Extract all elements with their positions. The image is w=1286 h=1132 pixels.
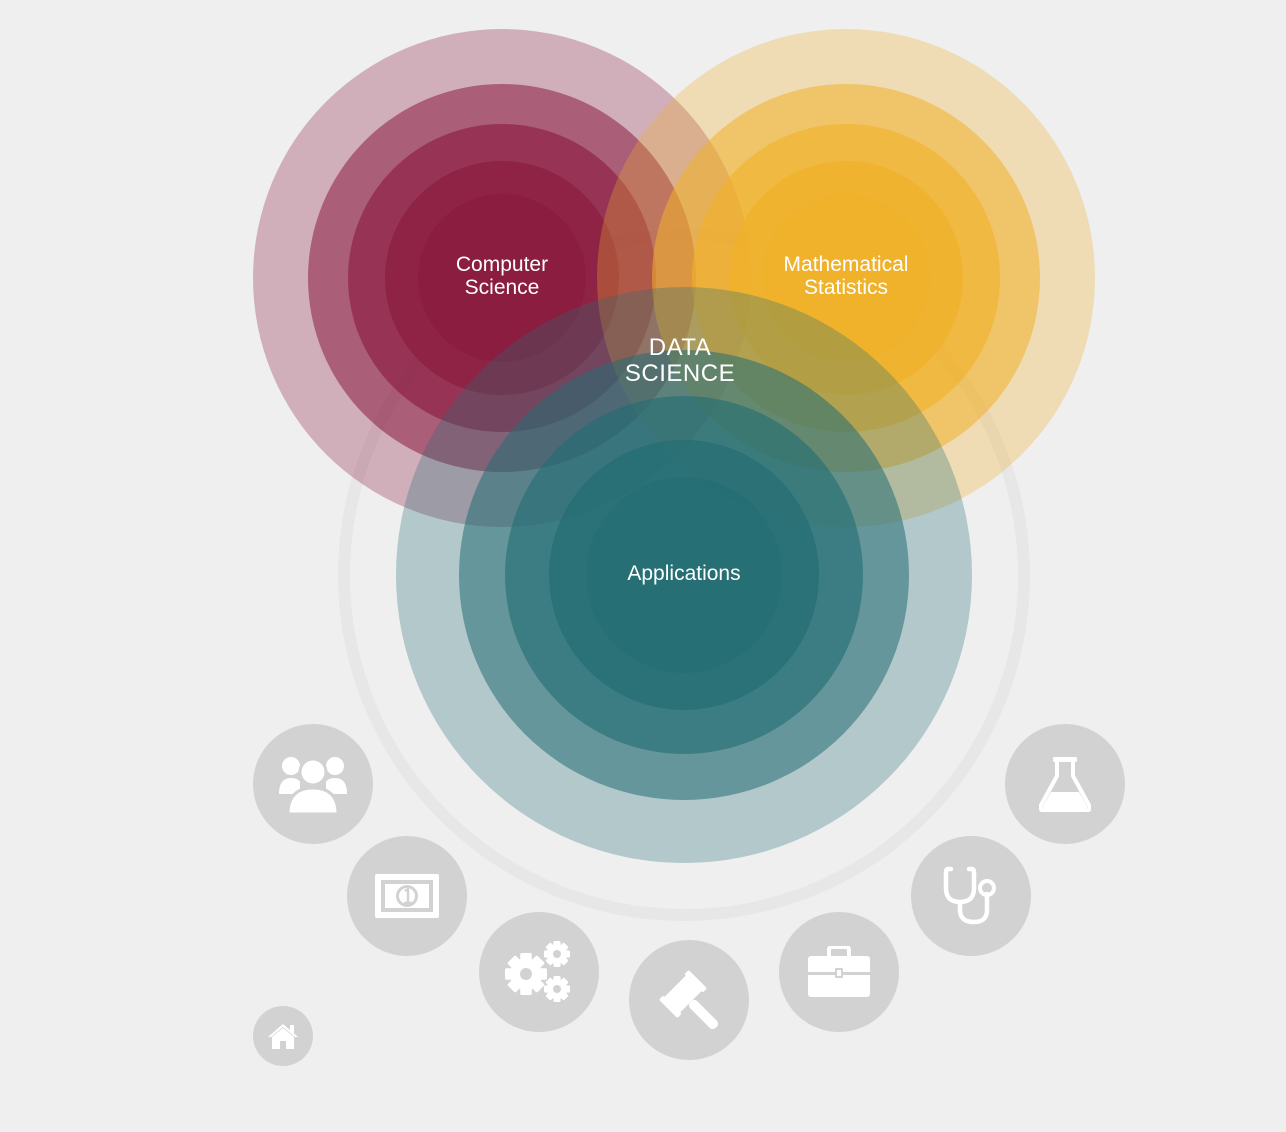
home-icon — [268, 1024, 298, 1049]
applications-rings — [396, 287, 972, 863]
gears-icon — [505, 941, 570, 1002]
flask-icon — [1039, 757, 1091, 812]
data-science-label: DATA SCIENCE — [624, 334, 736, 387]
gavel-icon — [659, 970, 719, 1030]
flask-button[interactable] — [1005, 724, 1125, 844]
people-icon — [279, 757, 347, 816]
stethoscope-icon — [943, 866, 996, 925]
mathematical-statistics-label: Mathematical Statistics — [783, 253, 909, 299]
briefcase-icon — [808, 946, 870, 997]
computer-science-label: Computer Science — [455, 253, 549, 299]
applications-label: Applications — [627, 562, 741, 585]
gavel-button[interactable] — [629, 940, 749, 1060]
briefcase-button[interactable] — [779, 912, 899, 1032]
home-button[interactable] — [253, 1006, 313, 1066]
money-icon — [375, 874, 439, 918]
stethoscope-button[interactable] — [911, 836, 1031, 956]
cs-ring-5 — [418, 194, 586, 362]
money-button[interactable] — [347, 836, 467, 956]
apps-ring-5 — [586, 477, 782, 673]
gears-button[interactable] — [479, 912, 599, 1032]
ms-ring-5 — [762, 194, 930, 362]
people-button[interactable] — [253, 724, 373, 844]
